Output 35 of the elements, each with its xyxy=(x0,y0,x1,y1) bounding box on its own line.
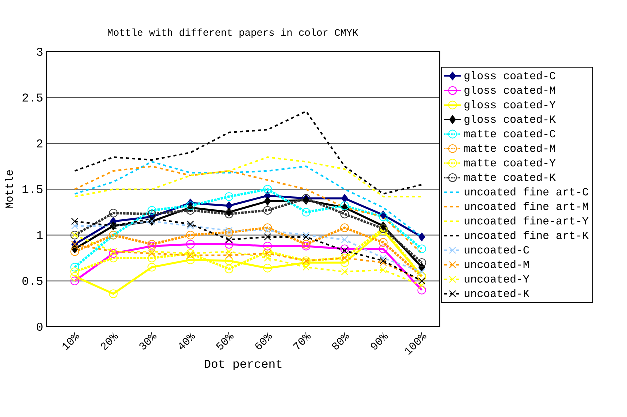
x-tick-label: 90% xyxy=(370,332,388,350)
x-tick-label: 20% xyxy=(101,332,118,351)
legend-label: gloss coated-Y xyxy=(464,100,556,111)
legend-label: gloss coated-C xyxy=(464,72,556,82)
legend-label: uncoated-C xyxy=(464,246,530,254)
legend-label: uncoated fine-art-Y xyxy=(464,216,589,225)
chart-title: Mottle with different papers in color CMYK xyxy=(108,28,359,38)
x-tick-label: 40% xyxy=(180,332,196,350)
y-tick-label: 3 xyxy=(37,48,43,56)
y-tick-label: 0.5 xyxy=(22,277,43,286)
legend-label: uncoated fine art-K xyxy=(464,231,589,240)
legend-label: matte coated-K xyxy=(464,173,556,182)
x-tick-label: 10% xyxy=(62,332,80,351)
legend-label: uncoated-M xyxy=(464,260,530,268)
y-tick-label: 0 xyxy=(37,322,43,332)
x-tick-label: 50% xyxy=(216,332,234,350)
legend-label: gloss coated-M xyxy=(464,86,556,96)
y-axis-title: Mottle xyxy=(5,170,14,209)
x-axis-title: Dot percent xyxy=(205,360,282,370)
legend-label: matte coated-M xyxy=(464,144,556,152)
x-tick-label: 30% xyxy=(140,332,157,350)
y-tick-label: 2.5 xyxy=(22,94,43,102)
x-tick-label: 70% xyxy=(293,332,311,350)
legend-label: uncoated fine art-C xyxy=(464,188,588,196)
legend-label: uncoated fine art-M xyxy=(464,202,588,210)
legend-label: uncoated-Y xyxy=(464,274,530,283)
x-tick-label: 60% xyxy=(256,332,272,350)
y-tick-label: 1 xyxy=(37,231,43,240)
x-tick-label: 80% xyxy=(332,332,350,350)
y-tick-label: 2 xyxy=(37,140,43,148)
legend-label: gloss coated-K xyxy=(464,115,556,126)
legend-label: matte coated-C xyxy=(464,130,556,138)
legend-label: matte coated-Y xyxy=(464,158,556,167)
y-tick-label: 1.5 xyxy=(22,186,43,194)
legend-label: uncoated-K xyxy=(464,289,530,298)
